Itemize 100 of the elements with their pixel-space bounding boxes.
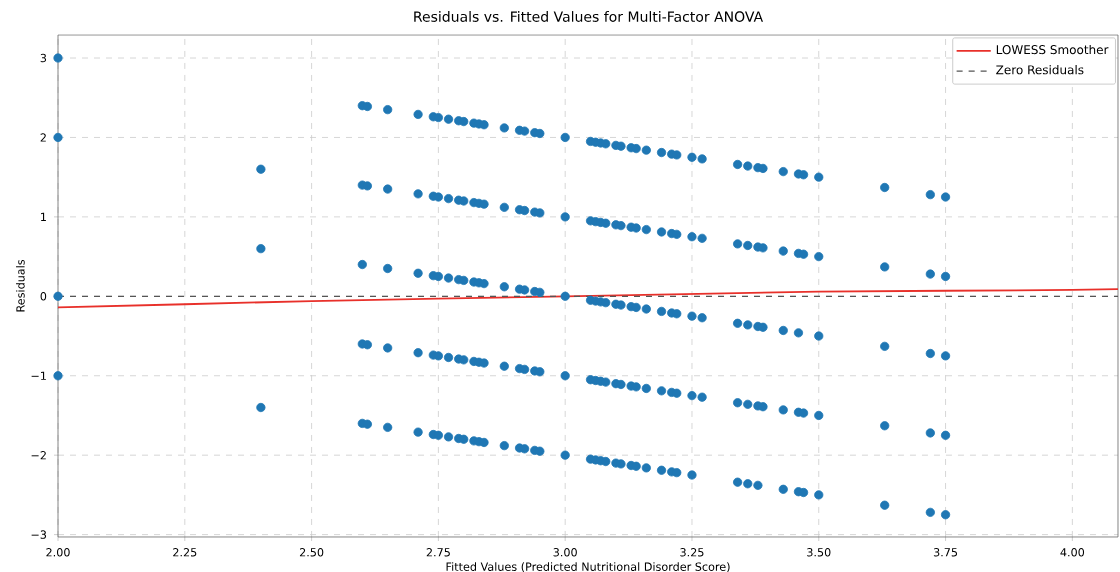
point <box>656 306 667 316</box>
point <box>413 268 423 278</box>
point <box>656 227 667 237</box>
point <box>535 446 545 456</box>
x-tick-label: 2.25 <box>173 548 197 557</box>
point <box>443 432 454 442</box>
point <box>733 477 743 487</box>
point <box>520 364 530 374</box>
point <box>656 386 667 396</box>
point <box>925 190 935 200</box>
point <box>733 239 743 249</box>
point <box>53 291 63 301</box>
point <box>383 343 393 353</box>
point <box>499 361 509 371</box>
point <box>459 275 469 286</box>
point <box>53 132 63 143</box>
point <box>814 172 824 182</box>
point <box>560 450 570 460</box>
point <box>443 352 454 363</box>
point <box>778 484 788 494</box>
x-axis-title: Fitted Values (Predicted Nutritional Disorder Score) <box>446 562 730 572</box>
point <box>535 287 545 297</box>
point <box>672 229 682 239</box>
y-tick-label: 2 <box>40 133 46 142</box>
x-tick-label: 3.25 <box>680 548 704 557</box>
point <box>459 434 469 444</box>
point <box>601 298 611 308</box>
point <box>925 507 935 517</box>
point <box>560 371 570 381</box>
point <box>687 152 697 162</box>
point <box>743 240 753 251</box>
point <box>499 441 509 451</box>
point <box>925 348 935 359</box>
point <box>560 291 570 301</box>
point <box>53 371 63 381</box>
point <box>793 328 804 338</box>
y-tick-label: 3 <box>40 53 47 63</box>
point <box>383 184 393 194</box>
point <box>940 351 951 361</box>
point <box>479 358 489 368</box>
point <box>499 202 509 212</box>
legend-label: LOWESS Smoother <box>996 44 1109 55</box>
point <box>479 120 489 130</box>
point <box>925 428 935 438</box>
y-tick-label: −2 <box>31 451 46 460</box>
point <box>758 163 768 174</box>
point <box>814 410 824 421</box>
point <box>758 402 768 412</box>
y-tick-label: 1 <box>41 212 46 221</box>
point <box>459 355 469 365</box>
point <box>778 405 788 415</box>
point <box>687 391 697 401</box>
point <box>256 164 266 174</box>
point <box>520 205 530 216</box>
point <box>601 377 611 387</box>
point <box>778 325 788 336</box>
point <box>758 322 768 332</box>
point <box>753 480 763 490</box>
chart-title: Residuals vs. Fitted Values for Multi-Factor ANOVA <box>414 11 764 22</box>
point <box>616 141 626 151</box>
point <box>459 116 469 127</box>
point <box>641 224 651 235</box>
point <box>443 194 454 204</box>
x-tick-label: 2.75 <box>426 548 450 557</box>
point <box>940 271 951 282</box>
point <box>814 251 824 262</box>
point <box>641 383 651 394</box>
point <box>743 399 753 409</box>
point <box>413 109 423 120</box>
x-tick-label: 4.00 <box>1060 548 1085 557</box>
point <box>601 218 611 228</box>
x-tick-label: 3.75 <box>933 548 958 557</box>
point <box>940 510 951 520</box>
point <box>413 189 423 199</box>
x-tick-label: 2.50 <box>299 548 324 557</box>
point <box>641 304 651 314</box>
point <box>733 398 743 408</box>
point <box>940 192 951 202</box>
point <box>814 490 824 500</box>
y-tick-label: −3 <box>31 530 47 539</box>
point <box>697 313 707 323</box>
point <box>479 279 489 289</box>
point <box>656 147 667 158</box>
point <box>601 456 611 467</box>
point <box>560 212 570 222</box>
point <box>256 244 266 254</box>
point <box>743 161 753 171</box>
point <box>641 145 651 155</box>
point <box>687 232 697 242</box>
point <box>733 318 743 328</box>
point <box>925 269 935 279</box>
point <box>535 367 545 377</box>
point <box>672 468 682 478</box>
x-tick-label: 2.00 <box>46 548 70 557</box>
point <box>778 167 788 177</box>
x-tick-label: 3.00 <box>553 548 577 557</box>
point <box>940 430 951 440</box>
point <box>383 422 393 432</box>
point <box>697 392 707 402</box>
point <box>697 154 707 164</box>
